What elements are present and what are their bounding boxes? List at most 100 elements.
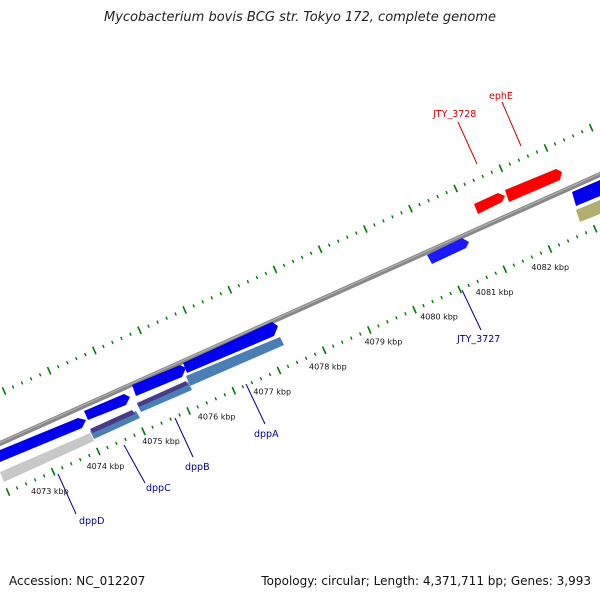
- homology-bar-steel-3: [186, 337, 284, 386]
- outer-tick: [436, 194, 439, 199]
- inner-tick: [186, 407, 192, 415]
- inner-tick: [331, 344, 335, 348]
- inner-tick: [223, 393, 227, 397]
- inner-tick: [431, 299, 434, 304]
- inner-tick: [377, 324, 380, 328]
- scale-label: 4079 kbp: [365, 338, 403, 347]
- scale-label: 4080 kbp: [420, 313, 458, 322]
- outer-tick: [291, 259, 295, 264]
- outer-tick: [317, 245, 323, 254]
- scale-label: 4076 kbp: [198, 412, 236, 421]
- homology-bar-gray: [0, 433, 94, 482]
- inner-tick: [259, 376, 263, 381]
- inner-tick: [359, 332, 362, 336]
- inner-tick: [575, 235, 579, 239]
- inner-tick: [512, 263, 516, 267]
- outer-tick: [445, 190, 448, 195]
- inner-tick: [5, 488, 11, 496]
- outer-tick: [165, 316, 168, 320]
- gene-arrow-ephE[interactable]: [505, 169, 562, 202]
- outer-tick: [309, 251, 313, 256]
- inner-tick: [521, 259, 525, 263]
- outer-tick: [463, 182, 466, 187]
- inner-tick: [340, 340, 344, 344]
- gene-arrow-dppD[interactable]: [0, 418, 86, 462]
- inner-tick: [366, 325, 372, 334]
- scale-label: 4081 kbp: [476, 288, 514, 297]
- scale-label: 4073 kbp: [31, 487, 69, 496]
- inner-tick: [412, 305, 417, 314]
- inner-tick: [231, 386, 237, 395]
- outer-tick: [272, 265, 278, 274]
- outer-tick: [336, 239, 340, 243]
- gene-label-JTY_3727[interactable]: JTY_3727: [456, 334, 500, 345]
- outer-tick-ring: [1, 123, 594, 395]
- inner-tick: [69, 461, 73, 466]
- outer-tick: [517, 158, 521, 162]
- outer-tick: [264, 271, 268, 276]
- inner-tick: [115, 441, 118, 446]
- outer-tick: [29, 377, 33, 381]
- inner-tick: [241, 384, 245, 389]
- outer-tick: [472, 178, 476, 183]
- outer-tick: [65, 360, 69, 365]
- gene-arrow-dppA[interactable]: [183, 322, 278, 373]
- gene-arrow-JTY_3728[interactable]: [474, 193, 505, 214]
- gene-label-dppB[interactable]: dppB: [185, 462, 210, 473]
- outer-tick: [408, 204, 413, 213]
- outer-tick: [137, 326, 142, 335]
- scale-label: 4074 kbp: [87, 462, 125, 471]
- outer-tick: [543, 143, 549, 152]
- gene-label-dppA[interactable]: dppA: [254, 429, 279, 440]
- gene-arrow-dppB[interactable]: [132, 365, 186, 396]
- homology-bar-steel-2: [137, 382, 192, 412]
- inner-tick: [42, 474, 46, 478]
- outer-tick: [192, 304, 195, 308]
- genome-summary-text: Topology: circular; Length: 4,371,711 bp…: [261, 574, 591, 588]
- inner-tick: [95, 447, 101, 456]
- inner-tick: [304, 356, 308, 361]
- scale-label: 4078 kbp: [309, 363, 347, 372]
- outer-tick: [182, 306, 188, 314]
- inner-tick: [196, 405, 199, 409]
- inner-tick: [141, 427, 146, 436]
- label-line-ephE: [501, 101, 522, 147]
- outer-tick: [1, 387, 7, 395]
- gene-label-ephE[interactable]: ephE: [489, 91, 513, 102]
- inner-tick: [530, 255, 534, 259]
- outer-tick: [562, 138, 566, 142]
- inner-tick: [539, 251, 543, 255]
- inner-tick: [151, 425, 154, 429]
- inner-tick: [88, 453, 91, 458]
- outer-tick: [580, 130, 584, 134]
- inner-tick: [78, 457, 82, 462]
- outer-tick: [46, 366, 52, 375]
- outer-tick: [219, 292, 223, 296]
- outer-tick: [20, 381, 24, 385]
- inner-tick: [584, 231, 588, 235]
- gene-label-JTY_3728[interactable]: JTY_3728: [432, 109, 476, 120]
- outer-tick: [418, 202, 421, 207]
- inner-tick: [286, 364, 290, 369]
- gene-arrow-dppC[interactable]: [84, 394, 130, 420]
- outer-tick: [453, 184, 459, 193]
- gene-label-dppD[interactable]: dppD: [79, 516, 104, 527]
- outer-tick: [111, 340, 114, 345]
- outer-tick: [210, 296, 214, 300]
- inner-tick: [50, 467, 56, 476]
- outer-tick: [91, 346, 97, 355]
- inner-tick: [276, 366, 282, 375]
- gene-arrow-JTY_3727[interactable]: [427, 238, 469, 264]
- inner-tick: [214, 397, 218, 401]
- inner-tick-ring: [5, 224, 598, 496]
- scale-label: 4075 kbp: [142, 437, 180, 446]
- outer-tick: [174, 312, 177, 316]
- outer-tick: [571, 134, 575, 138]
- inner-tick: [250, 380, 254, 385]
- outer-tick: [345, 235, 349, 239]
- inner-tick: [502, 265, 508, 274]
- gene-label-dppC[interactable]: dppC: [146, 483, 171, 494]
- inner-tick: [547, 244, 553, 253]
- genome-backbone: [0, 171, 600, 447]
- outer-tick: [526, 154, 530, 158]
